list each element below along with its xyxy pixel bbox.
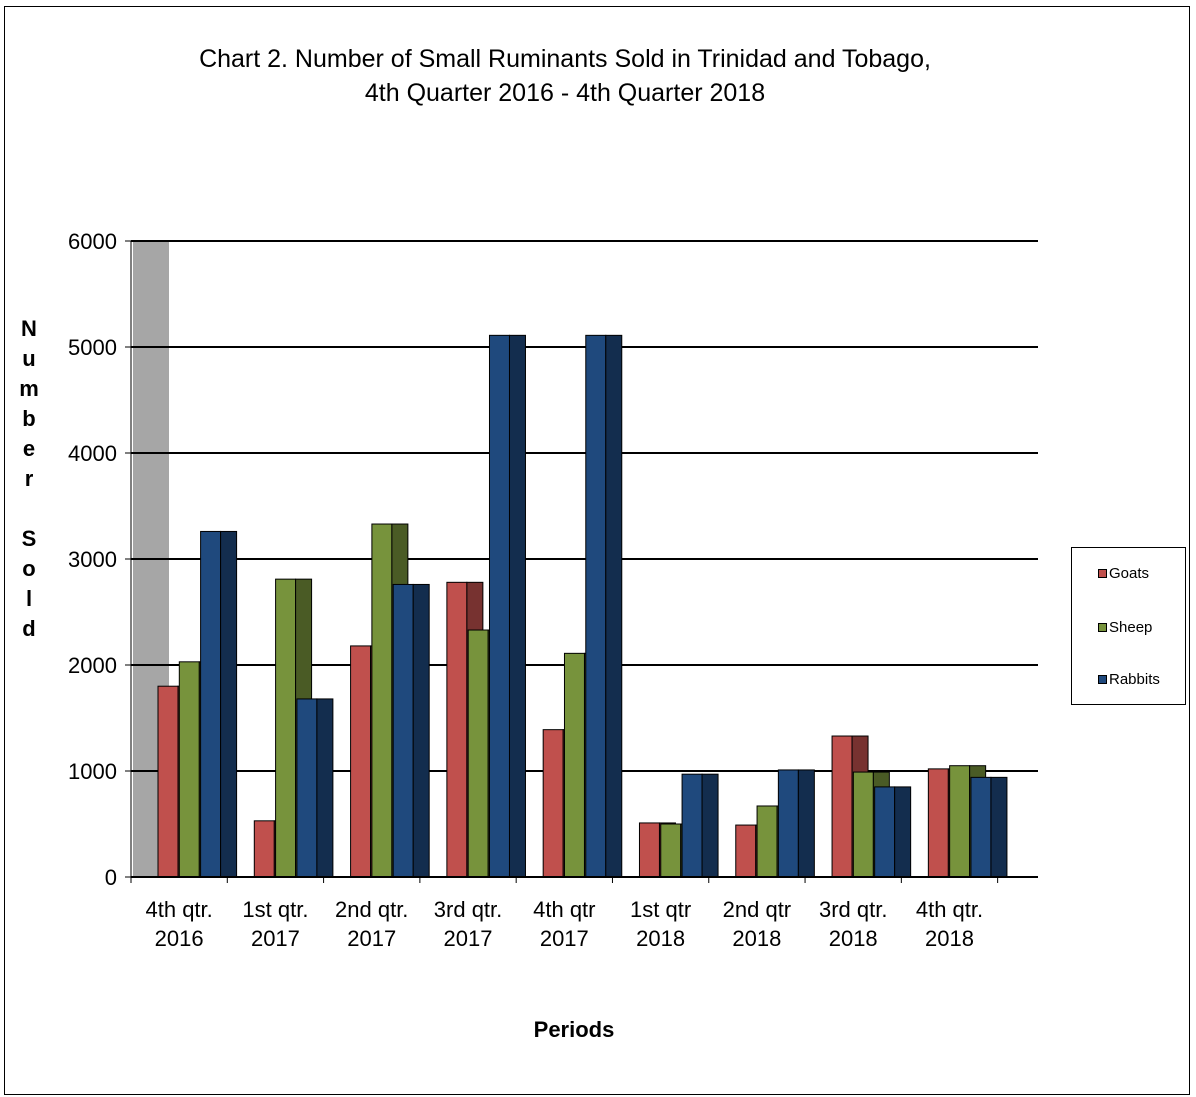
legend-label-goats: Goats [1109,565,1150,582]
bar-rabbits-side [220,530,238,878]
bar-goats-front [350,645,372,878]
bar-rabbits-front [488,334,510,878]
x-tick-label: 2nd qtr [723,897,792,922]
x-tick-label: 2018 [829,926,878,951]
legend-item-sheep: Sheep [1098,619,1152,636]
y-tick-label: 6000 [68,229,117,254]
legend-item-rabbits: Rabbits [1098,671,1160,688]
x-tick-label: 4th qtr. [146,897,213,922]
bar-rabbits-front [874,786,896,878]
bar-sheep-front [852,771,874,878]
legend-item-goats: Goats [1098,565,1149,582]
bar-rabbits-front [392,583,414,878]
bar-sheep-front [371,523,393,878]
legend-label-sheep: Sheep [1109,619,1153,636]
bar-goats-front [831,735,853,878]
y-tick-label: 2000 [68,653,117,678]
x-tick-label: 2017 [251,926,300,951]
x-tick-label: 3rd qtr. [434,897,502,922]
bar-rabbits-side [508,334,526,878]
x-tick-label: 2016 [155,926,204,951]
x-tick-label: 2018 [636,926,685,951]
bar-rabbits-front [777,769,799,878]
axes: 0 1000 2000 3000 4000 5000 6000 4th qtr. 2016 1st… [19,229,1038,1042]
bar-rabbits-side [894,786,912,878]
bar-sheep-front [467,629,489,878]
bars [157,334,1008,878]
bar-rabbits-side [701,773,719,878]
bar-rabbits-front [296,698,318,878]
bar-rabbits-front [200,530,222,878]
x-tick-label: 2nd qtr. [335,897,408,922]
y-tick-label: 4000 [68,441,117,466]
x-tick-label: 4th qtr. [916,897,983,922]
bar-sheep-front [178,661,200,878]
bar-rabbits-front [585,334,607,878]
bar-sheep-front [563,652,585,878]
x-tick-label: 2017 [444,926,493,951]
chart-title-line2: 4th Quarter 2016 - 4th Quarter 2018 [364,79,766,107]
bar-goats-front [542,729,564,878]
x-tick-label: 2018 [732,926,781,951]
x-tick-label: 2018 [925,926,974,951]
y-tick-label: 5000 [68,335,117,360]
bar-goats-front [735,824,757,878]
bar-rabbits-side [605,334,623,878]
legend-swatch-goats [1098,569,1107,578]
chart-title-line1: Chart 2. Number of Small Ruminants Sold … [199,45,931,73]
x-tick-label: 2017 [347,926,396,951]
bar-goats-front [446,581,468,878]
y-tick-label: 1000 [68,759,117,784]
legend-label-rabbits: Rabbits [1109,671,1160,688]
bar-goats-front [157,685,179,878]
x-tick-label: 3rd qtr. [819,897,887,922]
bar-goats-front [927,768,949,878]
bar-goats-front [638,822,660,878]
x-tick-label: 1st qtr [630,897,691,922]
bar-sheep-front [275,578,297,878]
y-tick-label: 3000 [68,547,117,572]
bar-rabbits-side [412,583,430,878]
legend-swatch-sheep [1098,623,1107,632]
bar-goats-front [253,820,275,878]
y-tick-label: 0 [105,865,117,890]
bar-rabbits-front [970,776,992,878]
bar-rabbits-side [797,769,815,878]
bar-rabbits-side [316,698,334,878]
legend: Goats Sheep Rabbits [1071,547,1186,705]
bar-rabbits-front [681,773,703,878]
bar-sheep-front [949,765,971,878]
x-tick-label: 2017 [540,926,589,951]
bar-sheep-front [660,823,682,878]
bar-sheep-front [756,805,778,878]
x-tick-label: 1st qtr. [242,897,308,922]
x-axis-title: Periods [534,1017,615,1042]
legend-swatch-rabbits [1098,675,1107,684]
x-tick-label: 4th qtr [533,897,595,922]
bar-rabbits-side [990,776,1008,878]
